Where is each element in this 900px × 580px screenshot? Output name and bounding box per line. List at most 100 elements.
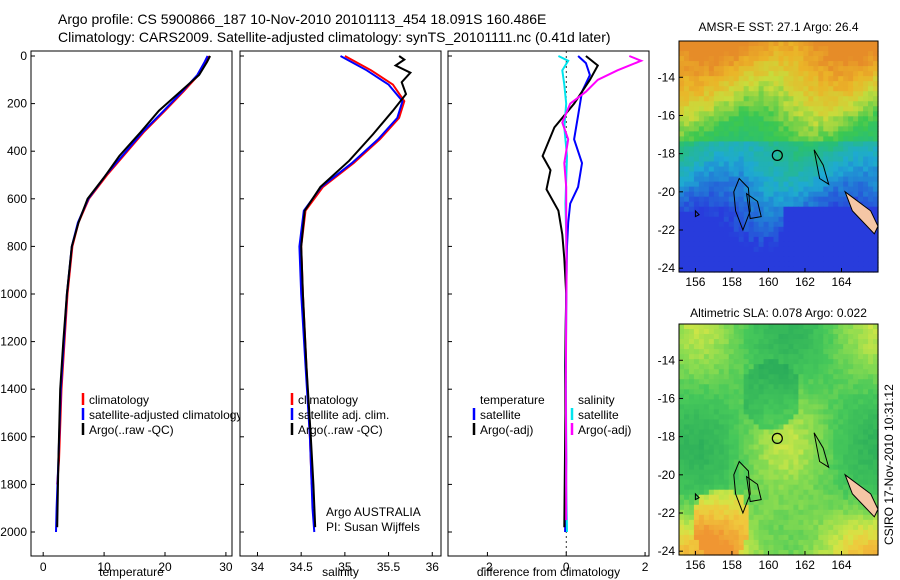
sst_map-cell <box>838 241 844 248</box>
sst_map-cell <box>693 136 700 143</box>
sst_map-cell <box>868 56 874 62</box>
sla_map-cell <box>808 344 814 350</box>
sst_map-cell <box>793 81 799 87</box>
sla_map-cell <box>788 514 795 521</box>
sst_map-cell <box>818 131 824 138</box>
sst_map-cell <box>868 231 874 238</box>
sla_map-cell <box>783 364 790 370</box>
sla_map-cell <box>838 454 844 461</box>
sla_map-cell <box>768 459 775 466</box>
sst_map-cell <box>698 71 705 77</box>
sst_map-cell <box>753 201 760 208</box>
sst_map-cell <box>753 166 760 173</box>
sla_map-cell <box>733 349 740 355</box>
sst_map-cell <box>793 186 799 193</box>
sla_map-cell <box>818 369 824 375</box>
sst_map-cell <box>848 151 854 158</box>
sla_map-cell <box>843 524 849 531</box>
sst_map-cell <box>838 176 844 183</box>
sla_map-cell <box>838 359 844 365</box>
sla_map-cell <box>843 399 849 405</box>
sst_map-cell <box>798 76 804 82</box>
sst_map-cell <box>743 231 750 238</box>
sla_map-cell <box>708 489 715 496</box>
sst_map-cell <box>708 181 715 188</box>
sst_map-cell <box>693 86 700 92</box>
sla_map-cell <box>818 479 824 486</box>
sla_map-ytick-label: -14 <box>658 353 676 367</box>
sst_map-cell <box>843 131 849 138</box>
sst_map-cell <box>818 241 824 248</box>
sst_map-cell <box>733 156 740 163</box>
sla_map-cell <box>683 434 690 441</box>
sst_map-cell <box>813 251 819 258</box>
sla_map-cell <box>803 514 809 521</box>
sst_map-cell <box>833 81 839 87</box>
sst_map-cell <box>768 151 775 158</box>
sst_map-cell <box>843 136 849 143</box>
sst_map-cell <box>688 66 695 72</box>
sst_map-cell <box>838 126 844 132</box>
sst_map-cell <box>788 86 795 92</box>
sst_map-cell <box>793 141 799 148</box>
sla_map-cell <box>683 519 690 526</box>
sla_map-cell <box>683 524 690 531</box>
sla_map-cell <box>793 469 799 476</box>
sst_map-cell <box>698 206 705 213</box>
sst_map-cell <box>803 166 809 173</box>
sla_map-cell <box>763 439 770 446</box>
sla_map-cell <box>708 534 715 541</box>
sst_map-cell <box>703 146 710 153</box>
sla_map-cell <box>863 454 869 461</box>
sla_map-cell <box>743 434 750 441</box>
sst_map-cell <box>773 236 780 243</box>
sst_map-cell <box>758 111 765 117</box>
sla_map-cell <box>868 434 874 441</box>
sst_map-cell <box>718 246 725 253</box>
sst_map-cell <box>763 111 770 117</box>
sst_map-cell <box>798 201 804 208</box>
sst_map-cell <box>803 41 809 47</box>
sla_map-cell <box>818 439 824 446</box>
sla_map-cell <box>763 479 770 486</box>
sst_map-cell <box>679 211 685 218</box>
sla_map-cell <box>743 334 750 340</box>
sla_map-cell <box>813 464 819 471</box>
sst_map-cell <box>743 201 750 208</box>
sla_map-cell <box>733 339 740 345</box>
sst_map-cell <box>823 216 829 223</box>
sla_map-cell <box>718 474 725 481</box>
sla_map-cell <box>843 449 849 456</box>
sla_map-cell <box>738 474 745 481</box>
sst_map-cell <box>688 241 695 248</box>
sst_map-cell <box>823 221 829 228</box>
sla_map-cell <box>763 414 770 421</box>
sla_map-cell <box>858 429 864 436</box>
sst_map-cell <box>683 216 690 223</box>
sst_map-cell <box>798 101 804 107</box>
sst_map-cell <box>713 176 720 183</box>
sla_map-cell <box>713 379 720 385</box>
sst_map-cell <box>793 246 799 253</box>
sst_map-cell <box>838 86 844 92</box>
sla_map-cell <box>863 524 869 531</box>
sst_map-cell <box>873 141 879 148</box>
sst_map-cell <box>823 91 829 97</box>
sla_map-cell <box>693 534 700 541</box>
sst_map-cell <box>723 81 730 87</box>
sla_map-cell <box>813 409 819 415</box>
sla_map-cell <box>803 359 809 365</box>
sla_map-cell <box>748 334 755 340</box>
sla_map-cell <box>853 329 859 335</box>
sst_map-cell <box>748 251 755 258</box>
sla_map-cell <box>693 329 700 335</box>
sst_map-cell <box>683 191 690 198</box>
sst_map-cell <box>688 46 695 52</box>
sla_map-cell <box>763 364 770 370</box>
sst_map-cell <box>808 51 814 57</box>
sst_map-cell <box>813 231 819 238</box>
sla_map-cell <box>828 359 834 365</box>
sla_map-cell <box>728 324 735 330</box>
sst_map-cell <box>738 86 745 92</box>
sst_map-cell <box>743 136 750 143</box>
